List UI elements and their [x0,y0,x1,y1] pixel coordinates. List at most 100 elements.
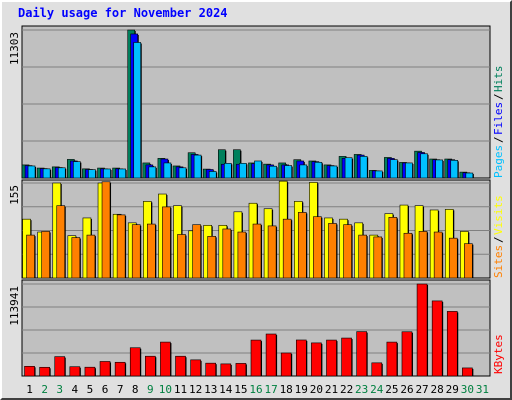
day-label: 4 [72,383,79,396]
day-label: 18 [280,383,293,396]
bar-sites [56,205,66,279]
day-label: 2 [41,383,48,396]
bar-kbytes [235,363,247,377]
day-label: 16 [249,383,262,396]
legend-visits: Visits [492,195,505,235]
bar-sites [26,234,35,279]
bar-sites [86,234,96,279]
legend-separator: / [492,236,505,243]
bar-kbytes [54,356,66,377]
bar-sites [282,218,292,279]
day-label: 26 [400,383,413,396]
bar-kbytes [175,355,186,377]
bar-kbytes [280,352,292,377]
bar-pages [163,162,172,179]
bar-kbytes [84,366,96,377]
bar-kbytes [39,366,50,377]
bar-kbytes [326,339,337,377]
day-label: 30 [461,383,474,396]
bar-sites [237,231,247,279]
bar-pages [42,168,51,179]
bar-kbytes [145,355,156,377]
day-label: 8 [132,383,139,396]
bar-pages [133,42,142,179]
y-max-label: 113941 [8,286,21,326]
bar-sites [267,225,277,279]
day-label: 28 [431,383,444,396]
bar-kbytes [190,359,201,377]
day-label: 11 [174,383,187,396]
bar-pages [118,168,126,179]
bar-sites [297,212,307,279]
bar-sites [162,206,171,279]
bar-sites [252,223,262,279]
day-label: 27 [415,383,428,396]
bar-kbytes [250,339,262,377]
bar-kbytes [99,361,111,377]
bar-sites [328,223,337,279]
legend-files: Files [492,102,505,135]
day-label: 31 [476,383,489,396]
bar-pages [148,166,157,179]
bar-pages [269,165,277,179]
bar-sites [147,223,156,279]
day-label: 29 [446,383,459,396]
bar-sites [388,217,398,279]
day-label: 15 [234,383,247,396]
panel-hits-files-pages [21,25,491,179]
legend-sites: Sites [492,245,505,278]
bar-kbytes [341,337,352,377]
bar-pages [239,163,247,179]
bar-kbytes [24,366,35,377]
bar-kbytes [265,333,277,377]
bar-kbytes [446,311,458,377]
bar-kbytes [129,347,141,377]
day-label: 25 [385,383,398,396]
bar-kbytes [311,342,322,377]
bar-kbytes [220,363,232,377]
bar-pages [374,170,383,179]
day-label: 10 [159,383,172,396]
legend-kbytes: KBytes [492,334,505,374]
bar-pages [57,167,66,179]
bar-pages [465,172,474,179]
bar-pages [405,162,413,179]
bar-sites [131,224,141,279]
y-max-label: 11303 [8,32,21,65]
legend-separator: / [492,136,505,143]
bar-kbytes [205,362,217,377]
bar-pages [254,160,262,179]
bar-sites [373,236,383,279]
day-label: 20 [310,383,323,396]
bar-pages [73,161,81,179]
chart-title: Daily usage for November 2024 [18,6,228,20]
bar-pages [284,165,292,179]
bar-kbytes [295,339,307,377]
bar-sites [116,214,126,279]
bar-sites [207,236,217,279]
day-label: 7 [117,383,124,396]
bar-sites [403,232,413,279]
day-label: 24 [370,383,384,396]
bar-sites [418,231,428,279]
day-label: 12 [189,383,202,396]
bar-kbytes [386,341,398,377]
bar-pages [329,165,338,179]
bar-pages [103,168,111,179]
bar-pages [450,160,459,179]
bar-pages [224,163,232,179]
day-label: 23 [355,383,368,396]
bar-sites [41,231,50,279]
bar-kbytes [401,331,413,377]
bar-sites [358,234,367,279]
day-label: 9 [147,383,154,396]
bar-sites [71,237,81,279]
bar-kbytes [114,361,126,377]
bar-pages [314,161,323,179]
bar-kbytes [431,300,443,377]
bar-kbytes [462,367,473,377]
bar-sites [343,224,352,279]
bar-pages [208,171,217,179]
day-label: 13 [204,383,217,396]
